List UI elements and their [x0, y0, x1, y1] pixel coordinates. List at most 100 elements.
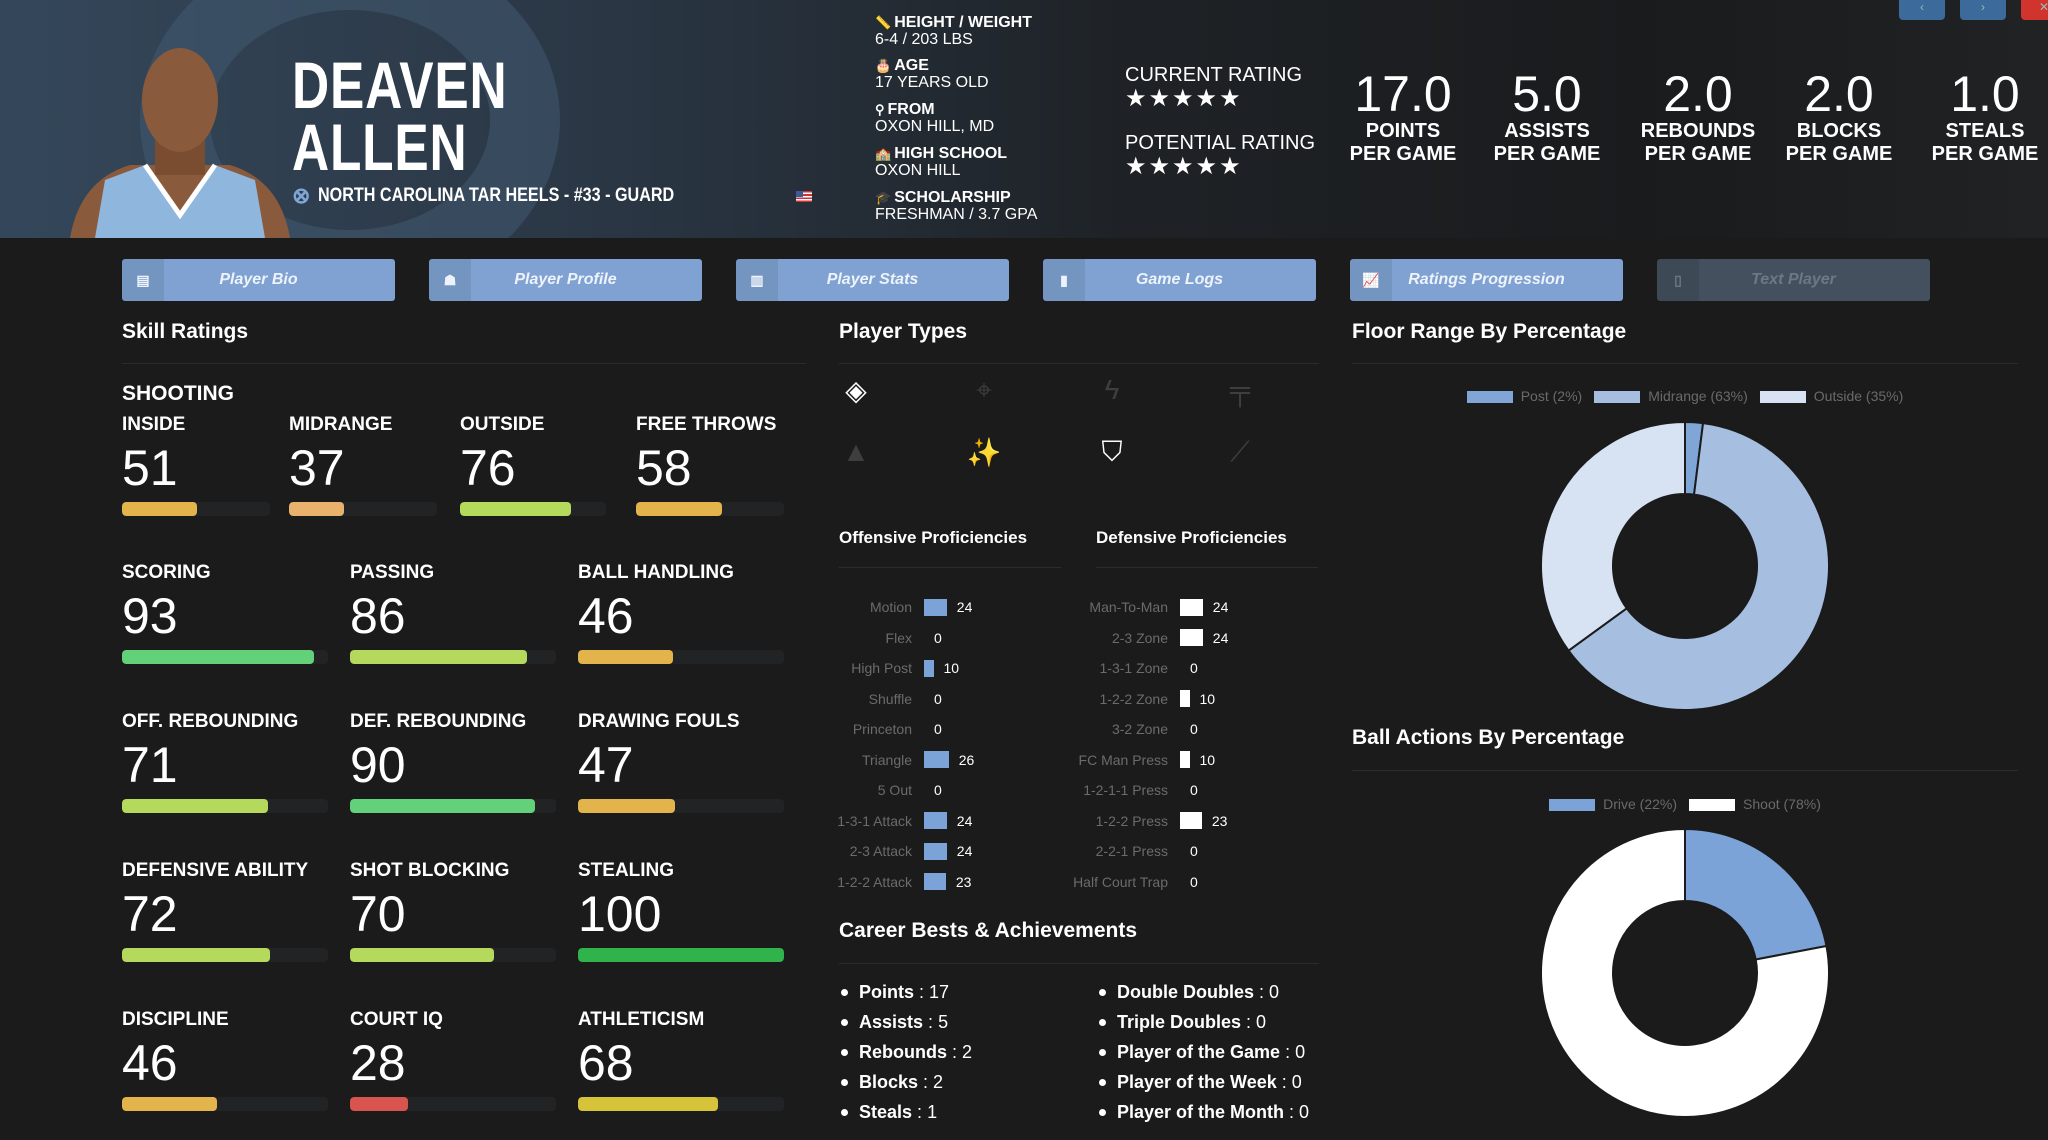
skill-bar [122, 1097, 328, 1111]
star-icon: ★ [1148, 153, 1173, 180]
skill-bar-fill [122, 948, 271, 962]
skill-bar-fill [122, 650, 314, 664]
previous-button[interactable]: ‹ [1899, 0, 1945, 20]
skill-bar-fill [460, 502, 571, 516]
skill-value: 76 [460, 440, 516, 496]
skill-label: BALL HANDLING [578, 562, 734, 583]
proficiency-label: 2-2-1 Press [1095, 843, 1168, 859]
skill-label: OFF. REBOUNDING [122, 711, 299, 732]
stat-label: REBOUNDS [1640, 120, 1756, 142]
career-value: 17 [929, 982, 950, 1002]
proficiency-value: 0 [934, 629, 942, 646]
skill-bar-fill [578, 799, 675, 813]
next-button[interactable]: › [1960, 0, 2006, 20]
legend-item[interactable]: Midrange (63%) [1594, 388, 1748, 404]
proficiency-row: Half Court Trap 0 [1000, 867, 1198, 897]
proficiency-row: 3-2 Zone 0 [1000, 714, 1198, 744]
tab-game-logs[interactable]: ▮ Game Logs [1043, 259, 1316, 301]
stat-label-sub: PER GAME [1493, 143, 1601, 165]
career-item: Assists : 5 [839, 1007, 972, 1037]
close-icon: ✕ [2038, 0, 2048, 14]
info-value: 17 YEARS OLD [875, 74, 989, 91]
close-button[interactable]: ✕ [2021, 0, 2048, 20]
current-rating-label: CURRENT RATING [1125, 64, 1303, 86]
skill-outside: OUTSIDE 76 [460, 414, 606, 516]
star-icon: ★ [1125, 153, 1149, 180]
proficiency-label: Flex [885, 629, 912, 646]
stat-value: 1.0 [1950, 66, 2020, 122]
legend-item[interactable]: Outside (35%) [1759, 388, 1903, 404]
skill-label: FREE THROWS [636, 414, 777, 435]
skill-bar-fill [578, 650, 673, 664]
proficiency-row: Flex 0 [744, 623, 942, 653]
proficiency-row: 2-2-1 Press 0 [1000, 836, 1198, 866]
proficiency-label: Princeton [852, 721, 912, 737]
ball-actions-title: Ball Actions By Percentage [1352, 726, 1625, 749]
next-icon: › [1981, 0, 1985, 14]
proficiency-label: 1-2-2 Attack [837, 873, 912, 890]
separator: : [918, 1072, 934, 1092]
legend-item[interactable]: Post (2%) [1466, 388, 1583, 404]
skill-court-iq: COURT IQ 28 [350, 1009, 556, 1111]
tab-player-bio[interactable]: ▤ Player Bio [122, 259, 395, 301]
proficiency-row: Princeton 0 [744, 714, 942, 744]
skill-bar [578, 799, 784, 813]
proficiency-bar [1180, 629, 1203, 646]
skill-value: 68 [578, 1035, 634, 1091]
shooting-group-label: SHOOTING [122, 382, 235, 405]
skill-bar [122, 650, 328, 664]
player-first-name: DEAVEN [292, 48, 508, 122]
id-card-icon: ▤ [122, 259, 164, 301]
skill-bar-fill [350, 799, 536, 813]
legend-label: Post (2%) [1520, 388, 1583, 404]
stat-blocks-per-game: 2.0 BLOCKS PER GAME [1764, 68, 1914, 166]
proficiency-row: Shuffle 0 [744, 684, 942, 714]
tab-player-stats[interactable]: ▥ Player Stats [736, 259, 1009, 301]
skill-value: 46 [122, 1035, 178, 1091]
tab-player-profile[interactable]: ☗ Player Profile [429, 259, 702, 301]
stat-value: 2.0 [1804, 66, 1874, 122]
skill-bar [350, 799, 556, 813]
skill-bar [578, 948, 784, 962]
player-last-name: ALLEN [292, 110, 468, 184]
user-profile-icon: ☗ [429, 259, 471, 301]
proficiency-bar [924, 659, 934, 677]
proficiency-row: 1-3-1 Attack 24 [744, 806, 972, 836]
skill-label: MIDRANGE [289, 414, 393, 435]
proficiency-value: 0 [934, 782, 942, 798]
skill-ratings-title: Skill Ratings [122, 320, 249, 343]
info-label: 🏫 HIGH SCHOOL [875, 145, 1007, 162]
info-value: FRESHMAN / 3.7 GPA [875, 206, 1038, 223]
school-icon: 🏫 [875, 146, 892, 161]
skill-value: 72 [122, 886, 178, 942]
tab-label: Ratings Progression [1408, 271, 1565, 288]
skill-drawing-fouls: DRAWING FOULS 47 [578, 711, 784, 813]
info-value: 6-4 / 203 LBS [875, 31, 973, 48]
proficiency-value: 0 [1190, 782, 1198, 798]
mobile-phone-icon: ▯ [1657, 259, 1699, 301]
skill-athleticism: ATHLETICISM 68 [578, 1009, 784, 1111]
skill-value: 100 [578, 886, 662, 942]
skill-bar-fill [578, 948, 784, 962]
info-scholarship: 🎓 SCHOLARSHIP FRESHMAN / 3.7 GPA [875, 189, 1037, 223]
skill-midrange: MIDRANGE 37 [289, 414, 437, 516]
bar-chart-icon: ▥ [736, 259, 778, 301]
info-label: 🎓 SCHOLARSHIP [875, 189, 1037, 206]
team-logo-icon: ⊗ [292, 183, 311, 208]
legend-item[interactable]: Drive (22%) [1549, 796, 1677, 812]
map-marker-icon: ⚲ [875, 102, 885, 117]
divider [839, 363, 1319, 364]
skill-off-rebounding: OFF. REBOUNDING 71 [122, 711, 328, 813]
star-icon: ★ [1148, 85, 1173, 112]
proficiency-label: Half Court Trap [1073, 873, 1168, 890]
tab-text-player: ▯ Text Player [1657, 259, 1930, 301]
legend-swatch [1689, 799, 1736, 812]
skill-bar [460, 502, 606, 516]
skill-value: 90 [350, 737, 406, 793]
career-list-left: Points : 17 Assists : 5 Rebounds : 2 Blocks… [839, 977, 972, 1127]
legend-item[interactable]: Shoot (78%) [1689, 796, 1821, 812]
proficiency-bar [924, 842, 947, 860]
stat-label: ASSISTS [1504, 120, 1590, 142]
tab-ratings-progression[interactable]: 📈 Ratings Progression [1350, 259, 1623, 301]
ruler-icon: 📏 [875, 15, 892, 30]
